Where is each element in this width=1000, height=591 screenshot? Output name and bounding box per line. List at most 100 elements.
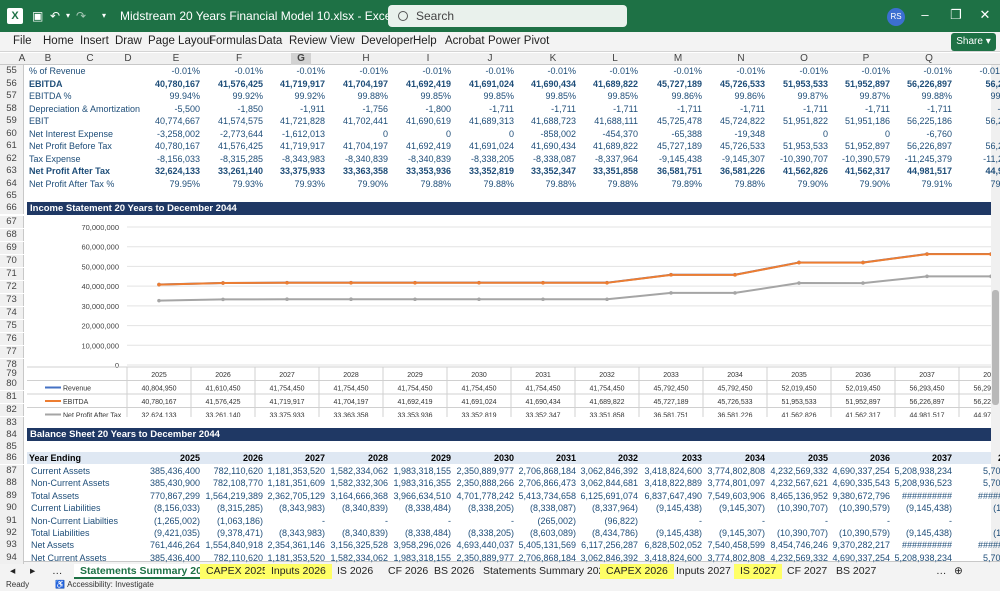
minimize-icon[interactable]: – [921,7,929,22]
table-cell[interactable]: 5,704, [982,552,1000,563]
table-cell[interactable]: 5,208,938,234 [894,552,952,563]
row-header-62[interactable]: 62 [0,152,24,165]
table-cell[interactable]: 4,690,337,254 [832,466,890,476]
row-header-72[interactable]: 72 [0,281,24,293]
table-cell[interactable]: (8,338,205) [467,528,514,538]
row-header-68[interactable]: 68 [0,229,24,241]
table-cell[interactable]: 2,354,361,146 [267,540,325,551]
table-cell[interactable]: -8,343,983 [281,153,325,164]
table-cell[interactable]: 51,951,186 [844,116,890,126]
table-cell[interactable]: (9,145,438) [655,503,702,514]
table-cell[interactable]: (96,822) [604,515,638,526]
table-cell[interactable]: 782,110,620 [213,552,263,563]
table-cell[interactable]: - [825,515,828,526]
table-cell[interactable]: 0 [445,128,451,139]
table-cell[interactable]: -1,711 [865,103,890,114]
row-header-64[interactable]: 64 [0,177,24,190]
table-cell[interactable]: 79.88% [607,178,638,189]
table-cell[interactable]: 1,564,219,389 [205,490,263,501]
table-cell[interactable]: 41,704,197 [342,78,388,89]
table-cell[interactable]: 41,689,313 [468,116,514,126]
search-box[interactable]: Search [388,5,627,27]
table-cell[interactable]: -10,390,707 [779,153,828,164]
table-cell[interactable]: (8,434,786) [591,528,638,538]
table-cell[interactable]: (8,343,983) [278,503,325,514]
table-cell[interactable]: 41,721,828 [279,116,325,126]
table-cell[interactable]: 5,208,938,234 [894,466,952,476]
table-cell[interactable]: (9,145,438) [655,528,702,538]
table-cell[interactable]: 56,226,897 [906,78,952,89]
table-cell[interactable]: 3,966,634,510 [393,490,451,501]
table-cell[interactable]: 41,691,024 [468,141,514,151]
table-cell[interactable]: (10,390,579) [838,528,890,538]
table-cell[interactable]: -8,337,964 [594,153,638,164]
table-cell[interactable]: -65,388 [671,128,702,139]
table-cell[interactable]: 36,581,751 [656,166,702,176]
row-header-89[interactable]: 89 [0,489,24,503]
row-header-90[interactable]: 90 [0,502,24,515]
row-header-81[interactable]: 81 [0,391,24,403]
column-header-P[interactable]: P [862,53,870,64]
row-header-82[interactable]: 82 [0,404,24,416]
table-cell[interactable]: 2,350,889,977 [456,466,514,476]
table-cell[interactable]: 56,22 [985,141,1000,151]
table-cell[interactable]: 56,225,186 [906,116,952,126]
table-cell[interactable]: 51,952,897 [844,141,890,151]
table-cell[interactable]: - [511,515,514,526]
table-cell[interactable]: -0.01% [234,66,263,76]
table-cell[interactable]: -8,315,285 [219,153,263,164]
table-cell[interactable]: 1,181,353,520 [267,552,325,563]
table-cell[interactable]: 33,352,347 [530,166,576,176]
table-cell[interactable]: 56,226,897 [906,141,952,151]
tab-scroll-left-icon[interactable]: ◂ [10,565,16,577]
table-cell[interactable]: 79.90% [357,178,388,189]
table-cell[interactable]: 41,704,197 [342,141,388,151]
table-cell[interactable]: -1,711 [677,103,702,114]
table-cell[interactable]: 41,691,024 [468,78,514,89]
table-cell[interactable]: 41,702,441 [342,116,388,126]
table-cell[interactable]: 3,062,844,681 [580,478,638,489]
row-header-91[interactable]: 91 [0,514,24,527]
table-cell[interactable]: 51,953,533 [782,141,828,151]
avatar[interactable]: RS [887,8,905,26]
table-cell[interactable]: (9,421,035) [153,528,200,538]
table-cell[interactable]: 4,690,337,254 [832,552,890,563]
table-cell[interactable]: 99.8 [990,91,1000,101]
table-cell[interactable]: -11,24 [983,153,1000,164]
table-cell[interactable]: 41,688,111 [594,116,638,126]
row-header-80[interactable]: 80 [0,378,24,390]
tab-cf-2027[interactable]: CF 2027 [787,565,828,577]
table-cell[interactable]: 41,562,317 [844,166,890,176]
tab-statements-summary-2025[interactable]: Statements Summary 2025 [74,564,220,579]
table-cell[interactable]: 3,418,824,600 [644,466,702,476]
table-cell[interactable]: 6,828,502,052 [644,540,702,551]
table-cell[interactable]: (8,338,484) [404,503,451,514]
table-cell[interactable]: 1,554,840,918 [205,540,263,551]
table-cell[interactable]: 3,418,822,889 [644,478,702,489]
table-cell[interactable]: 36,581,226 [719,166,765,176]
menu-page-layout[interactable]: Page Layout [148,35,213,47]
table-cell[interactable]: 2,706,868,184 [518,466,576,476]
table-cell[interactable]: (9,145,307) [718,528,765,538]
table-cell[interactable]: 4,701,778,242 [456,490,514,501]
table-cell[interactable]: (8,156,033) [153,503,200,514]
table-cell[interactable]: -8,338,205 [470,153,514,164]
table-cell[interactable]: 99.85% [545,91,576,101]
table-cell[interactable]: -8,340,839 [344,153,388,164]
column-header-M[interactable]: M [673,53,683,64]
row-header-55[interactable]: 55 [0,65,24,78]
redo-icon[interactable]: ↷ [76,9,87,23]
column-header-I[interactable]: I [426,53,430,64]
table-cell[interactable]: ########## [901,540,952,551]
tab-statements-summary-2026[interactable]: Statements Summary 2026 [483,565,611,577]
table-cell[interactable]: - [448,515,451,526]
column-header-J[interactable]: J [487,53,493,64]
table-cell[interactable]: (265,002) [537,515,576,526]
table-cell[interactable]: 7,549,603,906 [707,490,765,501]
table-cell[interactable]: -9,145,438 [658,153,702,164]
tab-inputs-2026[interactable]: Inputs 2026 [265,564,332,579]
tab-is-2026[interactable]: IS 2026 [337,565,374,577]
table-cell[interactable]: 2,350,888,266 [456,478,514,489]
table-cell[interactable]: 33,375,933 [279,166,325,176]
row-header-56[interactable]: 56 [0,77,24,90]
